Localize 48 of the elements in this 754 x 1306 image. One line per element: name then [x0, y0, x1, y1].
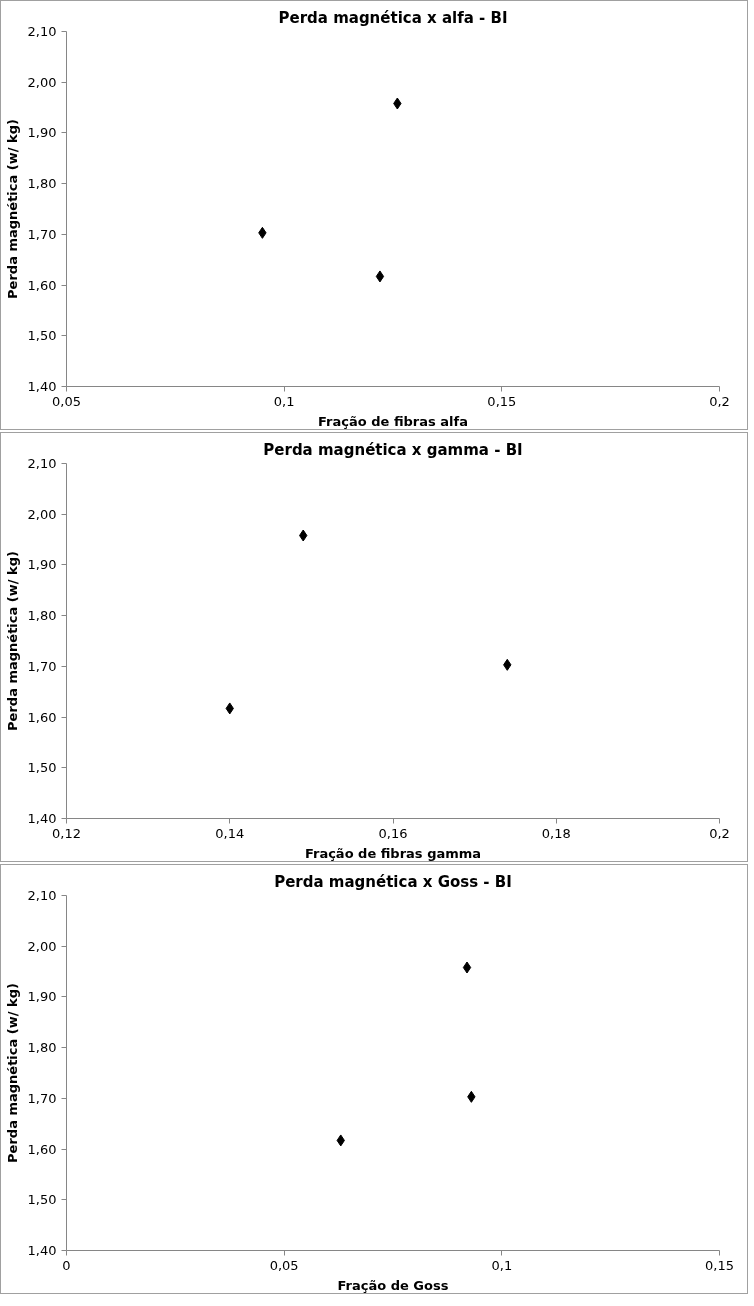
- y-tick-label: 1,40: [27, 811, 57, 826]
- y-tick-label: 1,90: [27, 125, 57, 141]
- y-tick-label: 2,00: [27, 74, 57, 90]
- x-tick-label: 0,15: [487, 393, 517, 409]
- y-tick-label: 1,40: [27, 379, 57, 394]
- y-tick-label: 1,90: [27, 557, 57, 573]
- point: [375, 270, 385, 283]
- x-tick-label: 0,2: [709, 825, 730, 841]
- x-tick-label: 0,18: [541, 825, 571, 841]
- y-tick-label: 2,00: [27, 506, 57, 522]
- y-tick-label: 1,50: [27, 760, 57, 776]
- y-tick-label: 1,60: [27, 1141, 57, 1157]
- x-tick-label: 0,15: [705, 1257, 734, 1273]
- y-axis-title: Perda magnética (w/ kg): [4, 983, 20, 1163]
- chart-title: Perda magnética x Goss - BI: [274, 872, 512, 891]
- y-axis-title: Perda magnética (w/ kg): [4, 119, 20, 299]
- y-tick-label: 1,60: [27, 709, 57, 725]
- y-tick-label: 1,60: [27, 277, 57, 293]
- y-tick-label: 1,40: [27, 1243, 57, 1258]
- y-tick-label: 1,50: [27, 328, 57, 344]
- y-tick-label: 1,70: [27, 1090, 57, 1106]
- x-tick-label: 0,12: [52, 825, 81, 841]
- y-tick-label: 2,10: [27, 888, 57, 903]
- x-tick-label: 0,16: [378, 825, 408, 841]
- x-tick-label: 0,05: [52, 393, 81, 409]
- chart-title: Perda magnética x alfa - BI: [278, 8, 508, 27]
- y-axis-title: Perda magnética (w/ kg): [4, 551, 20, 731]
- y-tick-label: 1,80: [27, 1040, 57, 1056]
- chart-title: Perda magnética x gamma - BI: [263, 440, 523, 459]
- y-tick-label: 1,50: [27, 1192, 57, 1208]
- y-tick-label: 1,70: [27, 226, 57, 242]
- y-tick-label: 2,10: [27, 456, 57, 471]
- x-tick-label: 0,1: [491, 1257, 513, 1273]
- x-axis-title: Fração de Goss: [337, 1277, 449, 1293]
- y-tick-label: 1,80: [27, 608, 57, 624]
- x-tick-label: 0,14: [215, 825, 245, 841]
- x-tick-label: 0,2: [709, 393, 730, 409]
- x-tick-label: 0,1: [273, 393, 295, 409]
- y-tick-label: 2,10: [27, 24, 57, 39]
- y-tick-label: 1,80: [27, 176, 57, 192]
- y-tick-label: 1,70: [27, 658, 57, 674]
- x-tick-label: 0: [62, 1257, 71, 1273]
- x-axis-title: Fração de fibras gamma: [304, 845, 482, 861]
- x-tick-label: 0,05: [269, 1257, 299, 1273]
- y-tick-label: 2,00: [27, 938, 57, 954]
- x-axis-title: Fração de fibras alfa: [318, 413, 468, 429]
- y-tick-label: 1,90: [27, 989, 57, 1005]
- point: [462, 961, 472, 974]
